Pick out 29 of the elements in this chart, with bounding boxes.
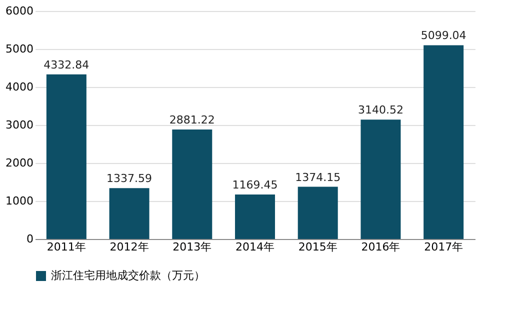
y-tick-label: 3000 xyxy=(6,118,34,132)
y-tick-label: 6000 xyxy=(6,4,34,18)
x-tick-label: 2017年 xyxy=(424,240,464,254)
data-label: 1169.45 xyxy=(232,178,278,192)
bar xyxy=(109,188,150,239)
x-tick-label: 2015年 xyxy=(298,240,338,254)
legend-label: 浙江住宅用地成交价款（万元） xyxy=(51,269,205,282)
y-tick-label: 0 xyxy=(26,232,34,246)
bar xyxy=(360,120,401,239)
x-tick-label: 2016年 xyxy=(361,240,400,254)
data-label: 5099.04 xyxy=(420,29,466,42)
y-tick-label: 2000 xyxy=(6,156,34,170)
data-label: 4332.84 xyxy=(44,58,90,72)
x-tick-label: 2014年 xyxy=(236,240,274,254)
data-label: 2881.22 xyxy=(169,114,215,127)
data-label: 1337.59 xyxy=(106,172,152,186)
data-label: 1374.15 xyxy=(295,170,341,184)
bar xyxy=(46,74,86,239)
bar xyxy=(298,186,338,239)
y-tick-label: 1000 xyxy=(6,194,34,208)
y-tick-label: 4000 xyxy=(6,80,34,94)
x-tick-label: 2012年 xyxy=(110,240,149,254)
y-tick-label: 5000 xyxy=(6,42,34,56)
data-label: 3140.52 xyxy=(358,104,404,117)
x-tick-label: 2013年 xyxy=(172,240,212,254)
bar xyxy=(172,130,212,239)
x-tick-label: 2011年 xyxy=(46,240,86,254)
bar xyxy=(424,45,464,239)
bar xyxy=(235,194,275,239)
